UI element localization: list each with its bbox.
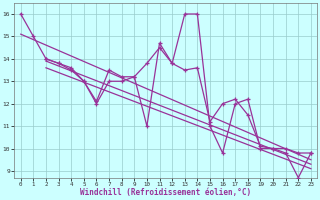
X-axis label: Windchill (Refroidissement éolien,°C): Windchill (Refroidissement éolien,°C) <box>80 188 252 197</box>
